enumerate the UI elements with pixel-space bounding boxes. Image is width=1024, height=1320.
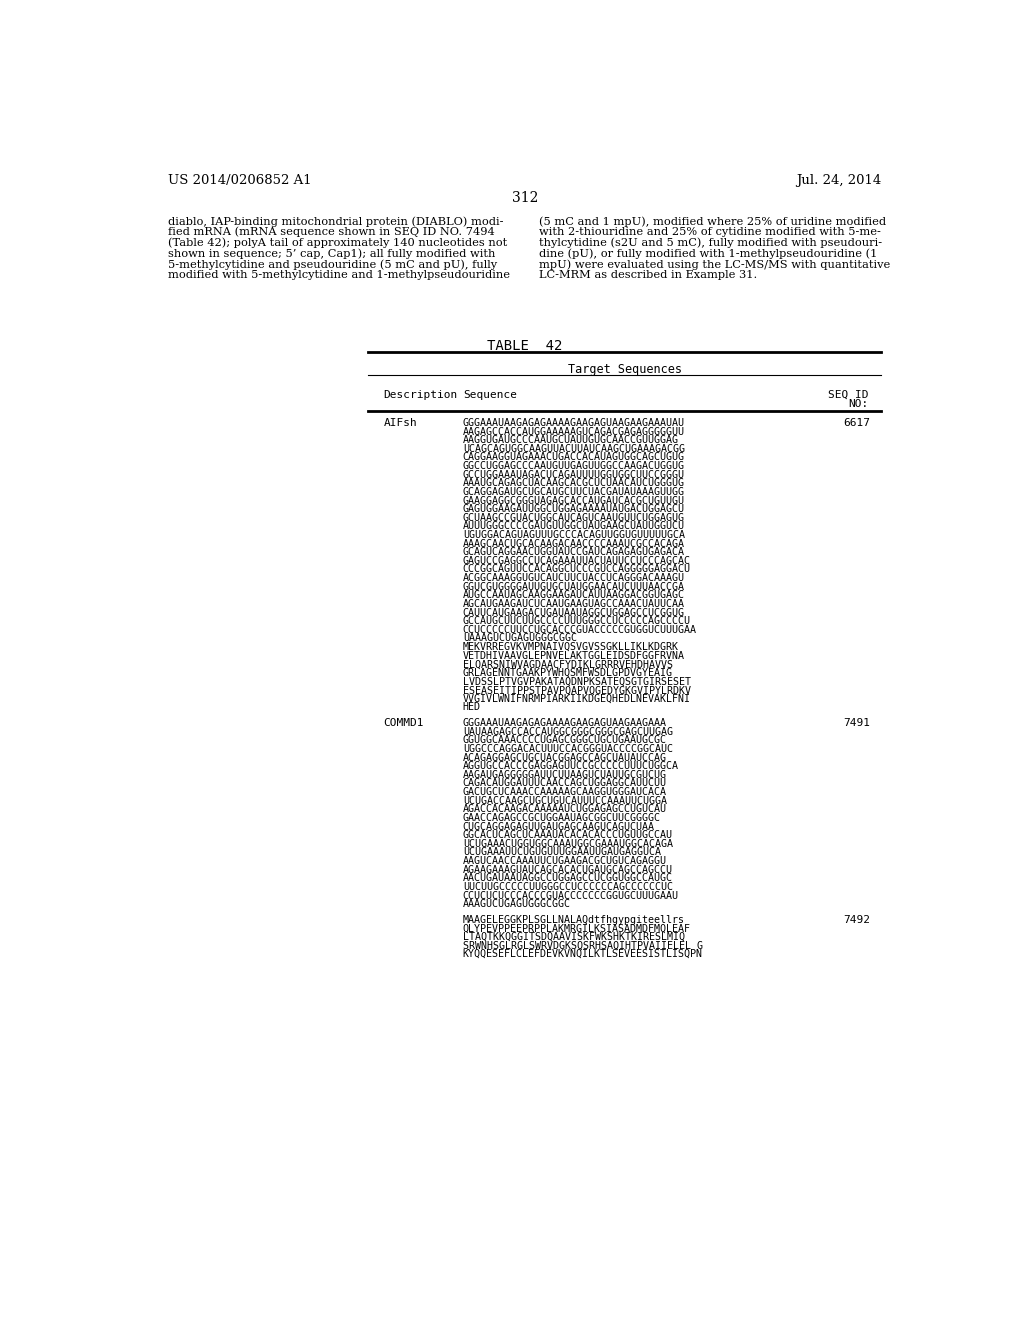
Text: AAGAGCCACCAUGGAAAAAGUCAGACGAGAGGGGGUU: AAGAGCCACCAUGGAAAAAGUCAGACGAGAGGGGGUU: [463, 426, 685, 437]
Text: GCUAAGCCGUACUGGCAUCAGUCAAUGUUCUGGAGUG: GCUAAGCCGUACUGGCAUCAGUCAAUGUUCUGGAGUG: [463, 512, 685, 523]
Text: CUGCAGGAGAGUUGAUGAGCAAGUCAGUCUAA: CUGCAGGAGAGUUGAUGAGCAAGUCAGUCUAA: [463, 821, 654, 832]
Text: AAAGUCUGAGUGGGCGGC: AAAGUCUGAGUGGGCGGC: [463, 899, 570, 909]
Text: GAGUGGAAGAUUGGCUGGAGAAAAUAUGACUGGAGCU: GAGUGGAAGAUUGGCUGGAGAAAAUAUGACUGGAGCU: [463, 504, 685, 513]
Text: 5-methylcytidine and pseudouridine (5 mC and pU), fully: 5-methylcytidine and pseudouridine (5 mC…: [168, 259, 498, 269]
Text: CCCGGCAGUUCCACAGGCUCCCGUCCAGGGGGAGGACU: CCCGGCAGUUCCACAGGCUCCCGUCCAGGGGGAGGACU: [463, 565, 691, 574]
Text: GCAGGAGAUGCUGCAUGCUUCUACGAUAUAAAGUUGG: GCAGGAGAUGCUGCAUGCUUCUACGAUAUAAAGUUGG: [463, 487, 685, 496]
Text: AGCAUGAAGAUCUCAAUGAAGUAGCCAAACUAUUCAA: AGCAUGAAGAUCUCAAUGAAGUAGCCAAACUAUUCAA: [463, 599, 685, 609]
Text: 7492: 7492: [844, 915, 870, 925]
Text: thylcytidine (s2U and 5 mC), fully modified with pseudouri-: thylcytidine (s2U and 5 mC), fully modif…: [539, 238, 882, 248]
Text: ACGGCAAAGGUGUCAUCUUCUACCUCAGGGACAAAGU: ACGGCAAAGGUGUCAUCUUCUACCUCAGGGACAAAGU: [463, 573, 685, 583]
Text: GCCAUGCUUCUUGCCCCUUUGGGCCUCCCCCAGCCCCU: GCCAUGCUUCUUGCCCCUUUGGGCCUCCCCCAGCCCCU: [463, 616, 691, 626]
Text: (Table 42); polyA tail of approximately 140 nucleotides not: (Table 42); polyA tail of approximately …: [168, 238, 508, 248]
Text: UUCUUGCCCCCUUGGGCCUCCCCCCAGCCCCCCUC: UUCUUGCCCCCUUGGGCCUCCCCCCAGCCCCCCUC: [463, 882, 673, 892]
Text: KYQQESEFLCLEFDEVKVNQILKTLSEVEESISTLISQPN: KYQQESEFLCLEFDEVKVNQILKTLSEVEESISTLISQPN: [463, 949, 702, 960]
Text: Target Sequences: Target Sequences: [567, 363, 682, 376]
Text: dine (pU), or fully modified with 1-methylpseudouridine (1: dine (pU), or fully modified with 1-meth…: [539, 248, 878, 259]
Text: GGCCUGGAGCCCAAUGUUGAGUUGGCCAAGACUGGUG: GGCCUGGAGCCCAAUGUUGAGUUGGCCAAGACUGGUG: [463, 461, 685, 471]
Text: GGUGGCAAACCCCUGAGCGGGCUGCUGAAUGCGC: GGUGGCAAACCCCUGAGCGGGCUGCUGAAUGCGC: [463, 735, 667, 746]
Text: GGGAAAUAAGAGAGAAAAGAAGAGUAAGAAGAAAUAU: GGGAAAUAAGAGAGAAAAGAAGAGUAAGAAGAAAUAU: [463, 418, 685, 428]
Text: GCAGUCAGGAACUGGUAUCCGAUCAGAGAGUGAGACA: GCAGUCAGGAACUGGUAUCCGAUCAGAGAGUGAGACA: [463, 548, 685, 557]
Text: UCUGAAACUGGUGGCAAAUGGCGAAAUGGCACAGA: UCUGAAACUGGUGGCAAAUGGCGAAAUGGCACAGA: [463, 838, 673, 849]
Text: VETDHIVAAVGLEPNVELAKTGGLEIDSDFGGFRVNA: VETDHIVAAVGLEPNVELAKTGGLEIDSDFGGFRVNA: [463, 651, 685, 661]
Text: ESEASEITIPPSTPAVPQAPVQGEDYGKGVIPYLRDKV: ESEASEITIPPSTPAVPQAPVQGEDYGKGVIPYLRDKV: [463, 685, 691, 696]
Text: fied mRNA (mRNA sequence shown in SEQ ID NO. 7494: fied mRNA (mRNA sequence shown in SEQ ID…: [168, 227, 495, 238]
Text: UAUAAGAGCCACCAUGGCGGGCGGGCGAGCUUGAG: UAUAAGAGCCACCAUGGCGGGCGGGCGAGCUUGAG: [463, 727, 673, 737]
Text: GACUGCUCAAACCAAAAAGCAAGGUGGGAUCACA: GACUGCUCAAACCAAAAAGCAAGGUGGGAUCACA: [463, 787, 667, 797]
Text: Jul. 24, 2014: Jul. 24, 2014: [796, 174, 882, 187]
Text: Sequence: Sequence: [463, 391, 517, 400]
Text: mpU) were evaluated using the LC-MS/MS with quantitative: mpU) were evaluated using the LC-MS/MS w…: [539, 259, 890, 269]
Text: HED: HED: [463, 702, 481, 713]
Text: GGUCGUGGGGAUUGUGCUAUGGAACAUCUUUAACCGA: GGUCGUGGGGAUUGUGCUAUGGAACAUCUUUAACCGA: [463, 582, 685, 591]
Text: GGCACUCAGCUCAAAUACACACACCCUGUUGCCAU: GGCACUCAGCUCAAAUACACACACCCUGUUGCCAU: [463, 830, 673, 840]
Text: AGACCACAAGACAAAAAUCUGGAGAGCCUGUCAU: AGACCACAAGACAAAAAUCUGGAGAGCCUGUCAU: [463, 804, 667, 814]
Text: (5 mC and 1 mpU), modified where 25% of uridine modified: (5 mC and 1 mpU), modified where 25% of …: [539, 216, 886, 227]
Text: diablo, IAP-binding mitochondrial protein (DIABLO) modi-: diablo, IAP-binding mitochondrial protei…: [168, 216, 504, 227]
Text: UCUGAAAUUCUGUGUUUGGAAUUGAUGAGGUCA: UCUGAAAUUCUGUGUUUGGAAUUGAUGAGGUCA: [463, 847, 660, 858]
Text: UCUGACCAAGCUGCUGUCAUUUCCAAAUUCUGGA: UCUGACCAAGCUGCUGUCAUUUCCAAAUUCUGGA: [463, 796, 667, 805]
Text: UGGCCCAGGACACUUUCCACGGGUACCCCGGCAUC: UGGCCCAGGACACUUUCCACGGGUACCCCGGCAUC: [463, 744, 673, 754]
Text: Description: Description: [384, 391, 458, 400]
Text: COMMD1: COMMD1: [384, 718, 424, 729]
Text: ELQARSNIWVAGDAACFYDIKLGRRRVEHDHAVVS: ELQARSNIWVAGDAACFYDIKLGRRRVEHDHAVVS: [463, 660, 673, 669]
Text: AIFsh: AIFsh: [384, 418, 418, 428]
Text: shown in sequence; 5’ cap, Cap1); all fully modified with: shown in sequence; 5’ cap, Cap1); all fu…: [168, 248, 496, 259]
Text: AACUGAUAAUAGGCCUGGAGCCUCGGUGGCCAUGC: AACUGAUAAUAGGCCUGGAGCCUCGGUGGCCAUGC: [463, 874, 673, 883]
Text: TABLE  42: TABLE 42: [487, 339, 562, 354]
Text: US 2014/0206852 A1: US 2014/0206852 A1: [168, 174, 312, 187]
Text: AAAUGCAGAGCUACAAGCACGCUCUAACAUCUGGGUG: AAAUGCAGAGCUACAAGCACGCUCUAACAUCUGGGUG: [463, 478, 685, 488]
Text: AUUUGGGCCCCGAUGUUGGCUAUGAAGCUAUUGGUCU: AUUUGGGCCCCGAUGUUGGCUAUGAAGCUAUUGGUCU: [463, 521, 685, 532]
Text: AAGUCAACCAAAUUCUGAAGACGCUGUCAGAGGU: AAGUCAACCAAAUUCUGAAGACGCUGUCAGAGGU: [463, 857, 667, 866]
Text: UAAAGUCUGAGUGGGCGGC: UAAAGUCUGAGUGGGCGGC: [463, 634, 577, 643]
Text: LTAQTKKQGGITSDQAAVISKFWKSHKTKIRESLMIQ: LTAQTKKQGGITSDQAAVISKFWKSHKTKIRESLMIQ: [463, 932, 685, 942]
Text: GAAGGAGGCGGGUAGAGCACCAUGAUCACGCUGUUGU: GAAGGAGGCGGGUAGAGCACCAUGAUCACGCUGUUGU: [463, 495, 685, 506]
Text: LC-MRM as described in Example 31.: LC-MRM as described in Example 31.: [539, 271, 757, 280]
Text: CCUCUCUCCCACCCGUACCCCCCCGGUGCUUUGAAU: CCUCUCUCCCACCCGUACCCCCCCGGUGCUUUGAAU: [463, 891, 679, 900]
Text: CAUUCAUGAAGACUGAUAAUAGGCUGGAGCCUCGGUG: CAUUCAUGAAGACUGAUAAUAGGCUGGAGCCUCGGUG: [463, 607, 685, 618]
Text: NO:: NO:: [848, 400, 868, 409]
Text: AUGCCAAUAGCAAGGAAGAUCAUUAAGGACGGUGAGC: AUGCCAAUAGCAAGGAAGAUCAUUAAGGACGGUGAGC: [463, 590, 685, 601]
Text: with 2-thiouridine and 25% of cytidine modified with 5-me-: with 2-thiouridine and 25% of cytidine m…: [539, 227, 881, 236]
Text: 312: 312: [512, 191, 538, 205]
Text: GAACCAGAGCCGCUGGAAUAGCGGCUUCGGGGC: GAACCAGAGCCGCUGGAAUAGCGGCUUCGGGGC: [463, 813, 660, 822]
Text: AAAGCAACUGCACAAGACAACCCCAAAUCGCCACAGA: AAAGCAACUGCACAAGACAACCCCAAAUCGCCACAGA: [463, 539, 685, 549]
Text: MAAGELEGGKPLSGLLNALAQdtfhgypgiteellrs: MAAGELEGGKPLSGLLNALAQdtfhgypgiteellrs: [463, 915, 685, 925]
Text: AAGGUGAUGCCCAAUGCUAUUGUGCAACCGUUGGAG: AAGGUGAUGCCCAAUGCUAUUGUGCAACCGUUGGAG: [463, 436, 679, 445]
Text: GCCUGGAAAUAGACUCAGAUUUUGGUGGCUUCCGGGU: GCCUGGAAAUAGACUCAGAUUUUGGUGGCUUCCGGGU: [463, 470, 685, 479]
Text: UGUGGACAGUAGUUUGCCCACAGUUGGUGUUUUUGCA: UGUGGACAGUAGUUUGCCCACAGUUGGUGUUUUUGCA: [463, 531, 685, 540]
Text: SRWNHSGLRGLSWRVDGKSQSRHSAQIHTPVAIIELEL G: SRWNHSGLRGLSWRVDGKSQSRHSAQIHTPVAIIELEL G: [463, 941, 702, 950]
Text: MEKVRREGVKVMPNAIVQSVGVSSGKLLIKLKDGRK: MEKVRREGVKVMPNAIVQSVGVSSGKLLIKLKDGRK: [463, 642, 679, 652]
Text: 6617: 6617: [844, 418, 870, 428]
Text: modified with 5-methylcytidine and 1-methylpseudouridine: modified with 5-methylcytidine and 1-met…: [168, 271, 510, 280]
Text: QLYPEVPPEEPRPPLAKMRGILKSIASADMDFMQLEAF: QLYPEVPPEEPRPPLAKMRGILKSIASADMDFMQLEAF: [463, 923, 691, 933]
Text: GRLAGENNTGAAKPYWHQSMFWSDLGPDVGYEAIG: GRLAGENNTGAAKPYWHQSMFWSDLGPDVGYEAIG: [463, 668, 673, 678]
Text: VVGIVLWNIFNRMPIARKIIKDGEQHEDLNEVAKLFNI: VVGIVLWNIFNRMPIARKIIKDGEQHEDLNEVAKLFNI: [463, 694, 691, 704]
Text: LVDSSLPTVGVPAKATAQDNPKSATEQSGTGIRSESET: LVDSSLPTVGVPAKATAQDNPKSATEQSGTGIRSESET: [463, 677, 691, 686]
Text: CAGGAAGGUAGAAACUGACCACAUAGUGGCAGCUGUG: CAGGAAGGUAGAAACUGACCACAUAGUGGCAGCUGUG: [463, 453, 685, 462]
Text: CCUCCCCCUUCCUGCACCCGUACCCCCGUGGUCUUUGAA: CCUCCCCCUUCCUGCACCCGUACCCCCGUGGUCUUUGAA: [463, 624, 696, 635]
Text: AGGUGCCACCCGAGGAGUUCCGCCCCCUUUCUGGCA: AGGUGCCACCCGAGGAGUUCCGCCCCCUUUCUGGCA: [463, 762, 679, 771]
Text: GAGUCCGAGGCCUCAGAAAUUACUAUUCCUCCCAGCAC: GAGUCCGAGGCCUCAGAAAUUACUAUUCCUCCCAGCAC: [463, 556, 691, 566]
Text: AAGAUGAGGGGGAUUCUUAAGUCUAUUGCGUCUG: AAGAUGAGGGGGAUUCUUAAGUCUAUUGCGUCUG: [463, 770, 667, 780]
Text: SEQ ID: SEQ ID: [827, 391, 868, 400]
Text: CAGACAUGGAUUUCAACCAGCUGGAGGCAUUCUU: CAGACAUGGAUUUCAACCAGCUGGAGGCAUUCUU: [463, 779, 667, 788]
Text: UCAGCAGUGGCAAGUUACUUAUCAAGCUGAAAGACGG: UCAGCAGUGGCAAGUUACUUAUCAAGCUGAAAGACGG: [463, 444, 685, 454]
Text: 7491: 7491: [844, 718, 870, 729]
Text: GGGAAAUAAGAGAGAAAAGAAGAGUAAGAAGAAA: GGGAAAUAAGAGAGAAAAGAAGAGUAAGAAGAAA: [463, 718, 667, 729]
Text: ACAGAGGAGCUGCUACGGAGCCAGCUAUAUCCAG: ACAGAGGAGCUGCUACGGAGCCAGCUAUAUCCAG: [463, 752, 667, 763]
Text: AGAAGAAAGUAUCAGCACACUGAUGCAGCCAGCCU: AGAAGAAAGUAUCAGCACACUGAUGCAGCCAGCCU: [463, 865, 673, 875]
